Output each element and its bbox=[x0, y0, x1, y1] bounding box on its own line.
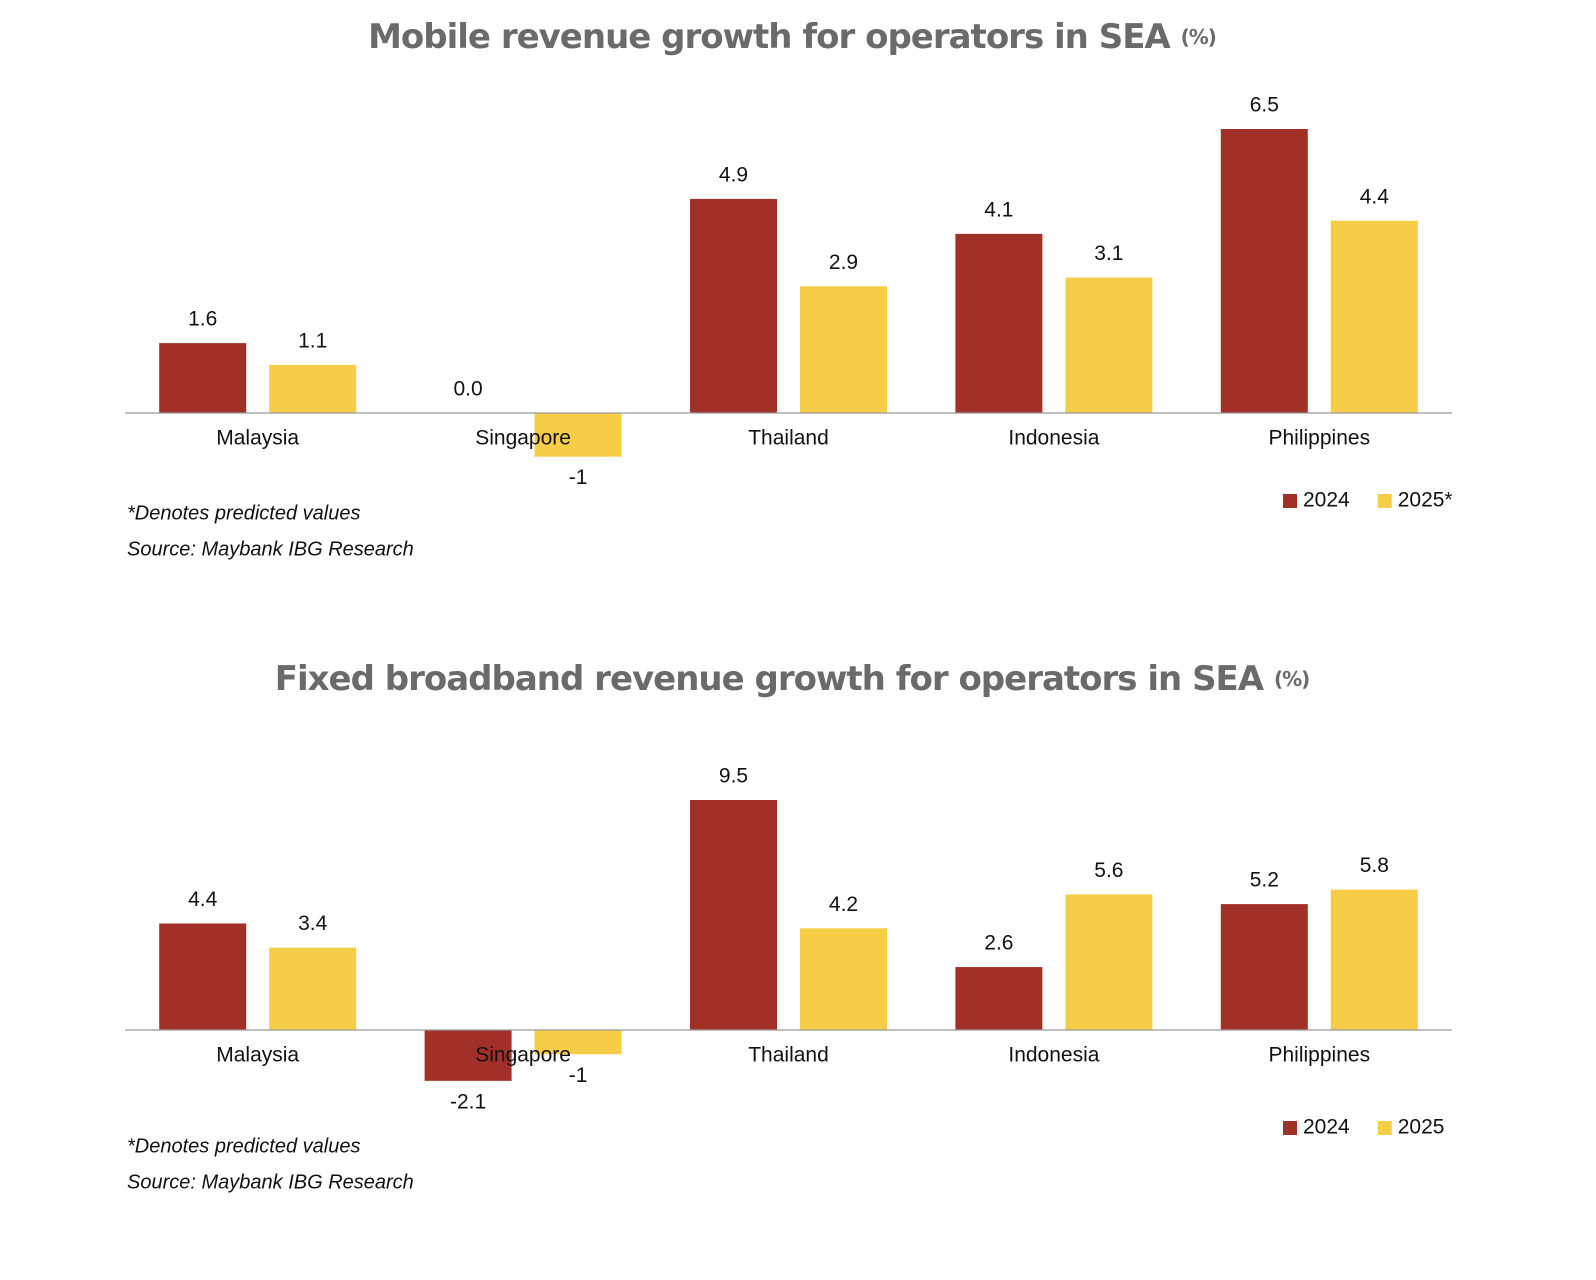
value-label: 3.1 bbox=[1094, 242, 1123, 265]
footnote: Source: Maybank IBG Research bbox=[127, 1171, 414, 1193]
legend-swatch bbox=[1377, 1121, 1392, 1135]
bar bbox=[1065, 894, 1153, 1030]
bar bbox=[159, 343, 247, 413]
legend-label: 2024 bbox=[1303, 1116, 1350, 1139]
chart-title: Mobile revenue growth for operators in S… bbox=[368, 17, 1216, 57]
title-unit: (%) bbox=[1274, 667, 1309, 691]
value-label: 2.6 bbox=[984, 932, 1013, 955]
bar bbox=[690, 198, 777, 413]
x-tick-label: Singapore bbox=[475, 1044, 571, 1067]
value-label: 3.4 bbox=[298, 912, 328, 935]
value-label: 4.4 bbox=[188, 888, 218, 911]
bar bbox=[269, 364, 357, 413]
bar bbox=[1220, 904, 1308, 1030]
bar bbox=[1220, 129, 1308, 413]
value-label: 1.1 bbox=[298, 329, 327, 352]
legend-swatch bbox=[1377, 494, 1392, 508]
x-tick-label: Indonesia bbox=[1008, 427, 1099, 450]
value-label: 5.8 bbox=[1360, 854, 1389, 877]
x-tick-label: Philippines bbox=[1269, 1044, 1371, 1067]
value-label: 4.1 bbox=[984, 198, 1013, 221]
value-label: 5.2 bbox=[1250, 869, 1279, 892]
legend-swatch bbox=[1283, 494, 1297, 508]
x-tick-label: Thailand bbox=[748, 427, 829, 450]
bar bbox=[534, 413, 622, 457]
bar bbox=[1065, 277, 1153, 413]
footnote: *Denotes predicted values bbox=[127, 1135, 360, 1157]
value-label: 1.6 bbox=[188, 308, 217, 331]
value-label: -1 bbox=[569, 466, 588, 489]
value-label: 5.6 bbox=[1094, 859, 1123, 882]
x-tick-label: Indonesia bbox=[1008, 1044, 1099, 1067]
bar bbox=[955, 967, 1043, 1030]
bar bbox=[1330, 889, 1418, 1030]
footnote: Source: Maybank IBG Research bbox=[127, 538, 414, 560]
title-unit: (%) bbox=[1181, 25, 1216, 49]
bar bbox=[269, 947, 357, 1030]
x-tick-label: Malaysia bbox=[216, 1044, 299, 1067]
value-label: 6.5 bbox=[1250, 94, 1279, 117]
bar bbox=[800, 286, 887, 413]
value-label: 0.0 bbox=[453, 378, 482, 401]
title-text: Fixed broadband revenue growth for opera… bbox=[275, 659, 1265, 699]
value-label: 4.4 bbox=[1360, 185, 1390, 208]
bar bbox=[800, 928, 887, 1030]
bar bbox=[955, 233, 1043, 413]
value-label: -2.1 bbox=[450, 1090, 486, 1113]
value-label: -1 bbox=[569, 1064, 588, 1087]
x-tick-label: Malaysia bbox=[216, 427, 299, 450]
bar bbox=[690, 800, 777, 1030]
legend-label: 2025* bbox=[1398, 489, 1453, 512]
x-tick-label: Philippines bbox=[1269, 427, 1371, 450]
x-tick-label: Singapore bbox=[475, 427, 571, 450]
legend-swatch bbox=[1283, 1121, 1297, 1135]
chart-title: Fixed broadband revenue growth for opera… bbox=[275, 659, 1310, 699]
legend-label: 2025 bbox=[1398, 1116, 1445, 1139]
title-text: Mobile revenue growth for operators in S… bbox=[368, 17, 1171, 57]
bar bbox=[534, 1030, 622, 1055]
value-label: 2.9 bbox=[829, 251, 858, 274]
footnote: *Denotes predicted values bbox=[127, 502, 360, 524]
bar bbox=[159, 923, 247, 1030]
bar bbox=[1330, 220, 1418, 413]
x-tick-label: Thailand bbox=[748, 1044, 829, 1067]
value-label: 4.9 bbox=[719, 163, 748, 186]
value-label: 4.2 bbox=[829, 893, 858, 916]
bar bbox=[424, 1030, 512, 1081]
legend-label: 2024 bbox=[1303, 489, 1350, 512]
value-label: 9.5 bbox=[719, 765, 748, 788]
